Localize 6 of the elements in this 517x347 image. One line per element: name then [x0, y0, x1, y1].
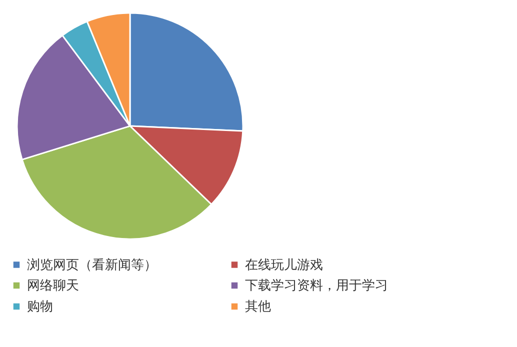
legend-label: 购物: [27, 300, 53, 314]
legend-label: 其他: [245, 300, 271, 314]
legend-label: 浏览网页（看新闻等）: [27, 258, 157, 273]
legend-label: 网络聊天: [27, 278, 79, 294]
legend-label: 在线玩儿游戏: [245, 258, 323, 273]
legend-label: 下载学习资料，用于学习: [245, 278, 388, 294]
